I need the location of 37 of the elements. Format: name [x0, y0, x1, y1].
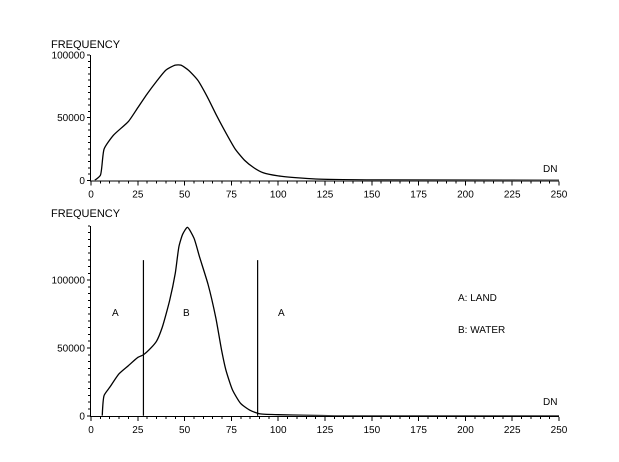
- y-tick-label: 100000: [52, 276, 86, 287]
- annotation: B: [183, 308, 190, 319]
- x-tick-label: 150: [363, 189, 381, 200]
- annotation: B: WATER: [458, 325, 506, 336]
- x-tick-label: 200: [457, 424, 474, 436]
- x-tick-label: 225: [504, 424, 521, 436]
- x-tick-label: 100: [270, 424, 287, 436]
- annotation: A: [278, 308, 285, 319]
- x-tick-label: 75: [226, 189, 238, 200]
- x-tick-label: 75: [226, 424, 238, 436]
- x-tick-label: 175: [410, 189, 428, 200]
- annotation: A: [112, 308, 119, 319]
- y-tick-label: 50000: [57, 113, 86, 124]
- x-tick-label: 0: [88, 424, 94, 436]
- x-tick-label: 0: [88, 189, 94, 200]
- x-tick-label: 125: [316, 189, 334, 200]
- x-tick-label: 50: [179, 189, 191, 200]
- y-axis-title: FREQUENCY: [51, 39, 121, 51]
- x-tick-label: 225: [504, 189, 521, 200]
- y-tick-label: 0: [79, 176, 86, 187]
- x-tick-label: 50: [179, 424, 191, 436]
- x-axis-title: DN: [543, 164, 558, 175]
- y-axis-title: FREQUENCY: [51, 208, 121, 220]
- x-tick-label: 250: [550, 424, 568, 436]
- x-axis-title: DN: [543, 397, 558, 408]
- x-tick-label: 125: [316, 424, 334, 436]
- y-tick-label: 100000: [52, 50, 86, 62]
- annotation: A: LAND: [458, 293, 497, 304]
- x-tick-label: 150: [363, 424, 381, 436]
- y-tick-label: 50000: [57, 343, 86, 354]
- x-tick-label: 175: [410, 424, 428, 436]
- x-tick-label: 100: [270, 189, 287, 200]
- x-tick-label: 200: [457, 189, 474, 200]
- x-tick-label: 25: [132, 189, 144, 200]
- x-tick-label: 25: [132, 424, 144, 436]
- x-tick-label: 250: [550, 189, 568, 200]
- y-tick-label: 0: [79, 411, 86, 422]
